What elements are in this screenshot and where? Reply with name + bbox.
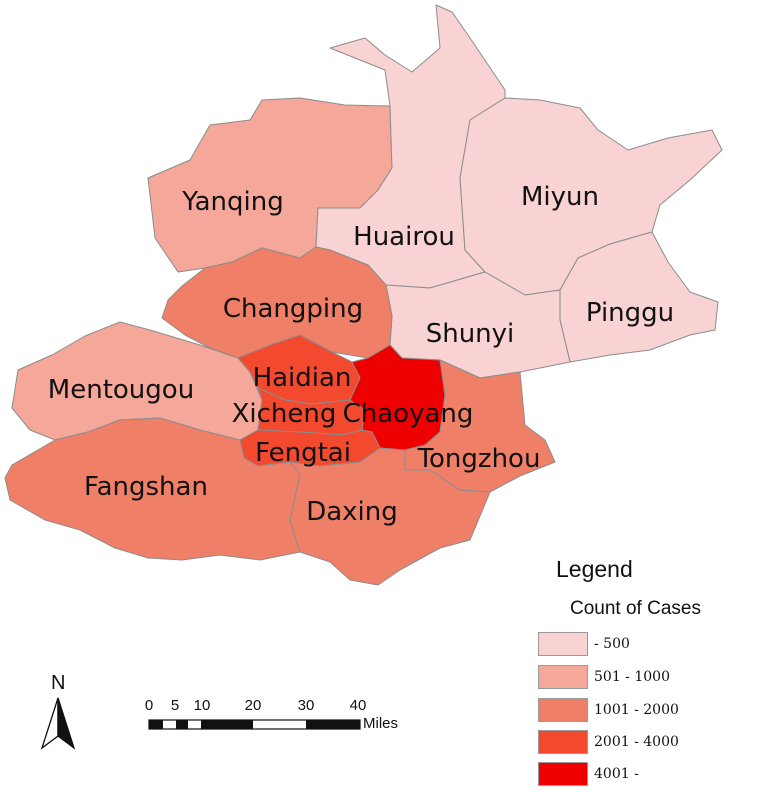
scale-tick-label: 40 [349, 697, 367, 714]
scale-tick-label: 30 [297, 697, 315, 714]
legend-swatch [538, 730, 588, 754]
legend-label: - 500 [594, 636, 630, 652]
legend-label: 1001 - 2000 [594, 702, 679, 718]
label-yanqing: Yanqing [181, 187, 283, 217]
label-fengtai: Fengtai [255, 438, 351, 468]
legend-item: 2001 - 4000 [538, 729, 679, 755]
north-label: N [51, 672, 66, 694]
legend-item: - 500 [538, 631, 630, 657]
label-xicheng: Xicheng [232, 399, 337, 429]
label-daxing: Daxing [306, 497, 398, 527]
label-fangshan: Fangshan [84, 472, 208, 502]
label-mentougou: Mentougou [48, 375, 194, 405]
scale-tick-label: 20 [244, 697, 262, 714]
legend-label: 2001 - 4000 [594, 734, 679, 750]
north-arrow-icon [40, 697, 76, 750]
scale-unit: Miles [363, 715, 399, 732]
legend-item: 501 - 1000 [538, 664, 670, 690]
scale-tick-label: 0 [144, 697, 154, 714]
legend-swatch [538, 665, 588, 689]
legend-item: 4001 - [538, 761, 639, 787]
legend-label: 4001 - [594, 766, 639, 782]
scale-bar [148, 719, 361, 730]
legend-swatch [538, 632, 588, 656]
district-miyun[interactable] [459, 97, 723, 296]
scale-tick-label: 5 [170, 697, 180, 714]
label-haidian: Haidian [253, 363, 352, 393]
scale-tick-label: 10 [193, 697, 211, 714]
legend-label: 501 - 1000 [594, 669, 670, 685]
label-huairou: Huairou [353, 222, 455, 252]
legend-item: 1001 - 2000 [538, 697, 679, 723]
label-chaoyang: Chaoyang [343, 399, 474, 429]
label-miyun: Miyun [521, 182, 599, 212]
district-labels: Yanqing Huairou Miyun Pinggu Shunyi Chan… [48, 182, 674, 527]
legend-swatch [538, 698, 588, 722]
district-daxing[interactable] [289, 447, 491, 586]
label-shunyi: Shunyi [426, 319, 515, 349]
legend-subtitle: Count of Cases [570, 598, 701, 619]
legend-title: Legend [556, 556, 633, 582]
label-pinggu: Pinggu [586, 298, 674, 328]
label-changping: Changping [223, 294, 363, 324]
legend-swatch [538, 762, 588, 786]
label-tongzhou: Tongzhou [417, 444, 541, 474]
